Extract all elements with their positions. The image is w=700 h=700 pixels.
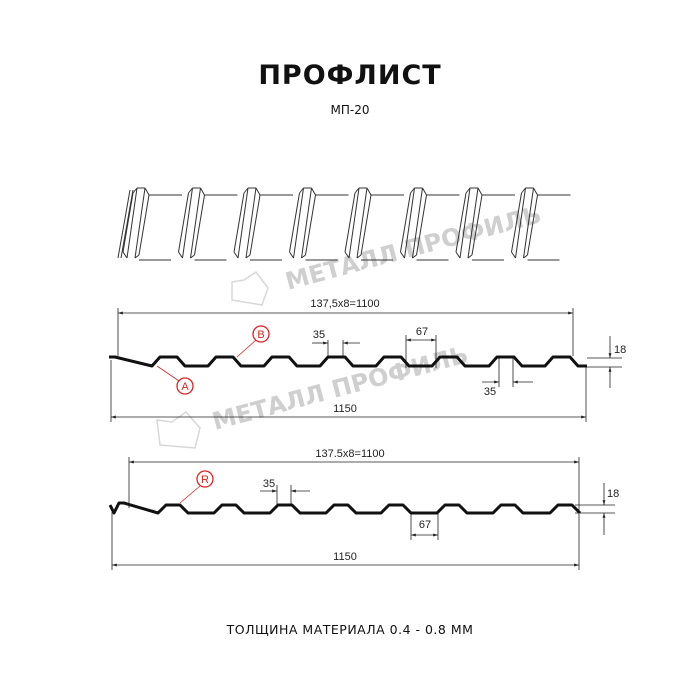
marker-b: B — [257, 329, 264, 341]
height-label: 18 — [614, 344, 626, 356]
sheet-edge — [422, 187, 427, 196]
sheet-edge — [515, 187, 526, 259]
sheet-edge — [521, 187, 526, 194]
watermark-text: МЕТАЛЛ ПРОФИЛЬ — [209, 341, 471, 436]
model-subtitle: МП-20 — [330, 103, 370, 117]
sheet-edge — [122, 192, 134, 253]
sheet-edge — [344, 192, 356, 253]
sheet-edge — [511, 192, 522, 253]
sheet-edge — [467, 187, 479, 259]
sheet-edge — [360, 194, 372, 256]
thickness-note: ТОЛЩИНА МАТЕРИАЛА 0.4 - 0.8 ММ — [226, 622, 474, 637]
crest-label: 35 — [313, 329, 325, 341]
sheet-edge — [255, 187, 261, 196]
watermark-2: МЕТАЛЛ ПРОФИЛЬ — [156, 341, 471, 449]
sheet-edge — [200, 187, 205, 196]
width-label: 1150 — [333, 551, 357, 563]
sheet-edge — [243, 187, 249, 194]
sheet-edge — [144, 187, 150, 196]
sheet-edge — [289, 251, 294, 259]
sheet-edge — [190, 254, 195, 259]
width-label: 1150 — [333, 403, 357, 415]
profile-top-shape — [109, 355, 587, 368]
sheet-edge — [527, 194, 538, 256]
bottom-crest-label: 35 — [484, 386, 496, 398]
profile-bottom-shape — [108, 501, 582, 515]
sheet-edge — [400, 192, 411, 253]
sheet-edge — [366, 187, 372, 196]
pitch-label: 137,5x8=1100 — [310, 298, 379, 310]
marker-a-circle — [176, 377, 194, 395]
sheet-edge — [459, 187, 471, 259]
profile-bottom — [108, 457, 615, 570]
sheet-edge — [233, 251, 239, 259]
sheet-edge — [467, 254, 473, 259]
profile-top — [109, 308, 622, 422]
sheet-edge — [354, 187, 360, 194]
crest-label: 35 — [263, 478, 275, 490]
sheet-edge — [400, 251, 405, 259]
watermark-1: МЕТАЛЛ ПРОФИЛЬ — [231, 201, 544, 306]
sheet-edge — [120, 189, 134, 259]
sheet-edge — [471, 194, 483, 256]
sheet-edge — [412, 187, 423, 259]
sheet-edge — [134, 187, 146, 259]
sheet-edge — [237, 187, 249, 259]
sheet-edge — [305, 194, 316, 256]
sheet-edge — [404, 187, 415, 259]
sheet-edge — [301, 254, 306, 259]
sheet-edge — [178, 251, 183, 259]
sheet-edge — [455, 192, 467, 253]
sheet-edge — [348, 187, 360, 259]
watermark-text: МЕТАЛЛ ПРОФИЛЬ — [282, 201, 544, 296]
sheet-edge — [533, 187, 538, 196]
sheet-edge — [410, 187, 415, 194]
sheet-3d-view — [117, 187, 571, 261]
sheet-edge — [132, 187, 138, 194]
marker-r-circle — [196, 470, 214, 488]
sheet-edge — [293, 187, 304, 259]
sheet-edge — [289, 192, 300, 253]
sheet-edge — [188, 187, 193, 194]
sheet-edge — [311, 187, 316, 196]
sheet-edge — [245, 254, 251, 259]
sheet-edge — [190, 187, 201, 259]
marker-b-circle — [252, 325, 270, 343]
sheet-edge — [233, 192, 245, 253]
sheet-edge — [126, 187, 138, 259]
sheet-edge — [523, 254, 528, 259]
sheet-edge — [245, 187, 257, 259]
sheet-edge — [182, 187, 193, 259]
sheet-edge — [138, 194, 150, 256]
sheet-edge — [412, 254, 417, 259]
sheet-edge — [122, 251, 128, 259]
sheet-edge — [194, 194, 205, 256]
logo-icon — [231, 270, 269, 306]
marker-r: R — [201, 474, 209, 486]
sheet-edge — [344, 251, 350, 259]
sheet-edge — [178, 192, 189, 253]
sheet-edge — [465, 187, 471, 194]
marker-a: A — [181, 381, 189, 393]
sheet-edge — [477, 187, 483, 196]
page-title: ПРОФЛИСТ — [258, 60, 442, 91]
sheet-edge — [455, 251, 461, 259]
sheet-edge — [117, 189, 131, 259]
sheet-edge — [249, 194, 261, 256]
sheet-edge — [523, 187, 534, 259]
valley-label: 67 — [416, 326, 428, 338]
sheet-edge — [134, 254, 140, 259]
logo-icon — [156, 410, 201, 449]
sheet-edge — [299, 187, 304, 194]
sheet-edge — [301, 187, 312, 259]
sheet-edge — [356, 254, 362, 259]
height-label: 18 — [607, 488, 619, 500]
valley-label: 67 — [419, 519, 431, 531]
sheet-edge — [416, 194, 427, 256]
pitch-label: 137.5x8=1100 — [315, 448, 384, 460]
sheet-edge — [511, 251, 516, 259]
sheet-edge — [356, 187, 368, 259]
